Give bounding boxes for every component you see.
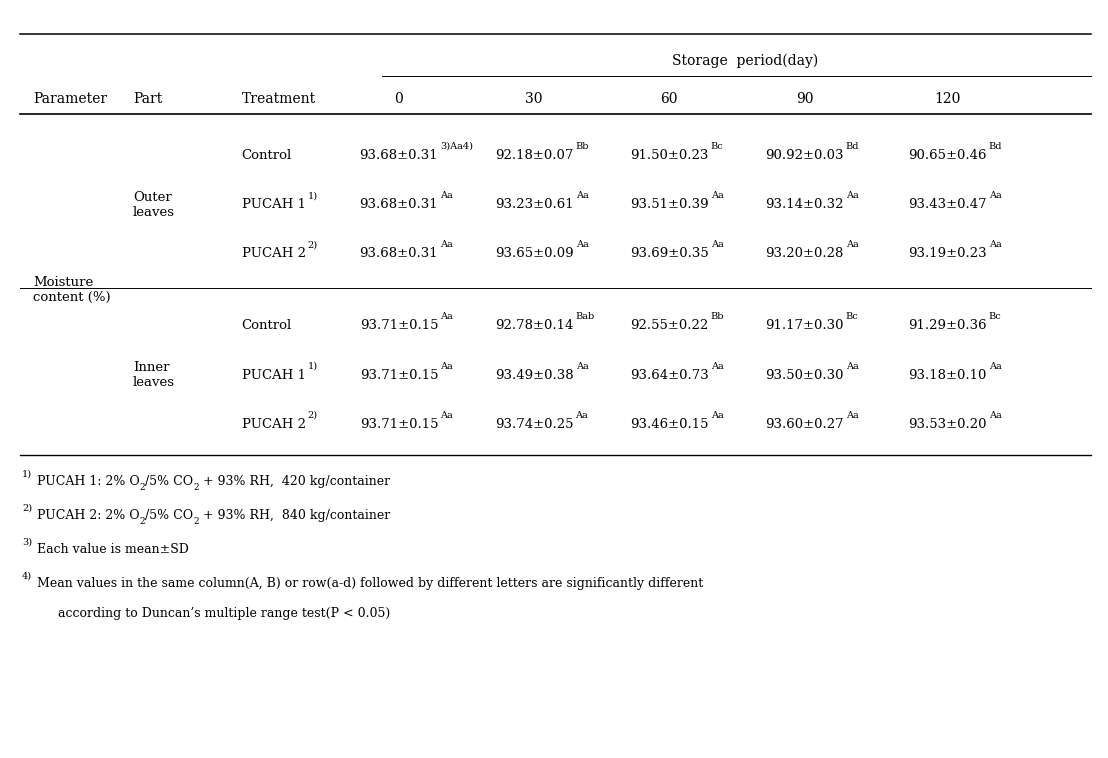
Text: 90: 90 [796, 92, 813, 105]
Text: 93.14±0.32: 93.14±0.32 [766, 198, 843, 211]
Text: Aa: Aa [575, 240, 588, 249]
Text: 91.50±0.23: 91.50±0.23 [630, 149, 708, 162]
Text: Bab: Bab [575, 312, 595, 321]
Text: PUCAH 1: PUCAH 1 [242, 198, 306, 211]
Text: Aa: Aa [575, 362, 588, 371]
Text: Bd: Bd [845, 142, 860, 151]
Text: Moisture
content (%): Moisture content (%) [33, 276, 111, 304]
Text: Parameter: Parameter [33, 92, 107, 105]
Text: 93.74±0.25: 93.74±0.25 [495, 418, 573, 431]
Text: 2: 2 [140, 483, 145, 492]
Text: 92.18±0.07: 92.18±0.07 [495, 149, 573, 162]
Text: 30: 30 [525, 92, 543, 105]
Text: 1): 1) [22, 469, 32, 478]
Text: Aa: Aa [711, 240, 724, 249]
Text: 93.68±0.31: 93.68±0.31 [360, 149, 438, 162]
Text: 60: 60 [660, 92, 678, 105]
Text: PUCAH 1: 2% O: PUCAH 1: 2% O [37, 475, 140, 488]
Text: /5% CO: /5% CO [145, 509, 193, 522]
Text: 3): 3) [22, 537, 32, 547]
Text: Aa: Aa [440, 191, 453, 200]
Text: 93.71±0.15: 93.71±0.15 [360, 319, 438, 333]
Text: PUCAH 2: PUCAH 2 [242, 247, 306, 261]
Text: 90.92±0.03: 90.92±0.03 [766, 149, 843, 162]
Text: 93.23±0.61: 93.23±0.61 [495, 198, 573, 211]
Text: 2: 2 [193, 483, 198, 492]
Text: 93.65±0.09: 93.65±0.09 [495, 247, 573, 261]
Text: Bc: Bc [988, 312, 1002, 321]
Text: Aa: Aa [988, 362, 1002, 371]
Text: 93.71±0.15: 93.71±0.15 [360, 418, 438, 431]
Text: 2: 2 [140, 517, 145, 526]
Text: 93.46±0.15: 93.46±0.15 [630, 418, 708, 431]
Text: Bc: Bc [710, 142, 724, 151]
Text: Treatment: Treatment [242, 92, 316, 105]
Text: Part: Part [133, 92, 162, 105]
Text: /5% CO: /5% CO [145, 475, 193, 488]
Text: Aa: Aa [440, 312, 453, 321]
Text: Bd: Bd [988, 142, 1003, 151]
Text: 93.49±0.38: 93.49±0.38 [495, 368, 573, 382]
Text: Aa: Aa [988, 411, 1002, 420]
Text: 93.19±0.23: 93.19±0.23 [909, 247, 986, 261]
Text: Aa: Aa [710, 411, 724, 420]
Text: 4): 4) [22, 572, 32, 581]
Text: 93.18±0.10: 93.18±0.10 [909, 368, 986, 382]
Text: 2): 2) [22, 503, 32, 512]
Text: 93.43±0.47: 93.43±0.47 [909, 198, 986, 211]
Text: 91.17±0.30: 91.17±0.30 [766, 319, 843, 333]
Text: PUCAH 2: PUCAH 2 [242, 418, 306, 431]
Text: 90.65±0.46: 90.65±0.46 [909, 149, 986, 162]
Text: 93.60±0.27: 93.60±0.27 [766, 418, 843, 431]
Text: 93.71±0.15: 93.71±0.15 [360, 368, 438, 382]
Text: Aa: Aa [710, 191, 724, 200]
Text: according to Duncan’s multiple range test(P < 0.05): according to Duncan’s multiple range tes… [50, 607, 390, 621]
Text: Control: Control [242, 319, 291, 333]
Text: Storage  period(day): Storage period(day) [673, 54, 818, 67]
Text: Aa: Aa [845, 362, 859, 371]
Text: Aa: Aa [440, 362, 453, 371]
Text: 93.50±0.30: 93.50±0.30 [766, 368, 843, 382]
Text: 93.20±0.28: 93.20±0.28 [766, 247, 843, 261]
Text: 91.29±0.36: 91.29±0.36 [909, 319, 986, 333]
Text: 2): 2) [308, 240, 318, 249]
Text: 93.68±0.31: 93.68±0.31 [360, 247, 438, 261]
Text: 2: 2 [193, 517, 198, 526]
Text: Aa: Aa [575, 191, 588, 200]
Text: PUCAH 2: 2% O: PUCAH 2: 2% O [37, 509, 140, 522]
Text: 1): 1) [308, 362, 318, 371]
Text: 3)Aa4): 3)Aa4) [440, 142, 473, 151]
Text: 93.51±0.39: 93.51±0.39 [630, 198, 708, 211]
Text: Each value is mean±SD: Each value is mean±SD [37, 543, 188, 556]
Text: Aa: Aa [711, 362, 724, 371]
Text: Aa: Aa [845, 240, 859, 249]
Text: Bc: Bc [845, 312, 859, 321]
Text: Aa: Aa [845, 411, 859, 420]
Text: Mean values in the same column(A, B) or row(a-d) followed by different letters a: Mean values in the same column(A, B) or … [37, 577, 702, 590]
Text: 1): 1) [308, 191, 318, 200]
Text: PUCAH 1: PUCAH 1 [242, 368, 306, 382]
Text: + 93% RH,  840 kg/container: + 93% RH, 840 kg/container [198, 509, 390, 522]
Text: Aa: Aa [440, 411, 453, 420]
Text: + 93% RH,  420 kg/container: + 93% RH, 420 kg/container [198, 475, 390, 488]
Text: 93.53±0.20: 93.53±0.20 [909, 418, 986, 431]
Text: Aa: Aa [440, 240, 453, 249]
Text: 93.69±0.35: 93.69±0.35 [629, 247, 709, 261]
Text: 2): 2) [308, 411, 318, 420]
Text: Control: Control [242, 149, 291, 162]
Text: Aa: Aa [575, 411, 588, 420]
Text: Aa: Aa [845, 191, 859, 200]
Text: 93.64±0.73: 93.64±0.73 [629, 368, 709, 382]
Text: 0: 0 [394, 92, 403, 105]
Text: Bb: Bb [575, 142, 589, 151]
Text: Aa: Aa [988, 191, 1002, 200]
Text: Inner
leaves: Inner leaves [133, 362, 175, 389]
Text: Bb: Bb [710, 312, 724, 321]
Text: 93.68±0.31: 93.68±0.31 [360, 198, 438, 211]
Text: 92.78±0.14: 92.78±0.14 [495, 319, 573, 333]
Text: 92.55±0.22: 92.55±0.22 [630, 319, 708, 333]
Text: Aa: Aa [988, 240, 1002, 249]
Text: 120: 120 [934, 92, 961, 105]
Text: Outer
leaves: Outer leaves [133, 191, 175, 218]
